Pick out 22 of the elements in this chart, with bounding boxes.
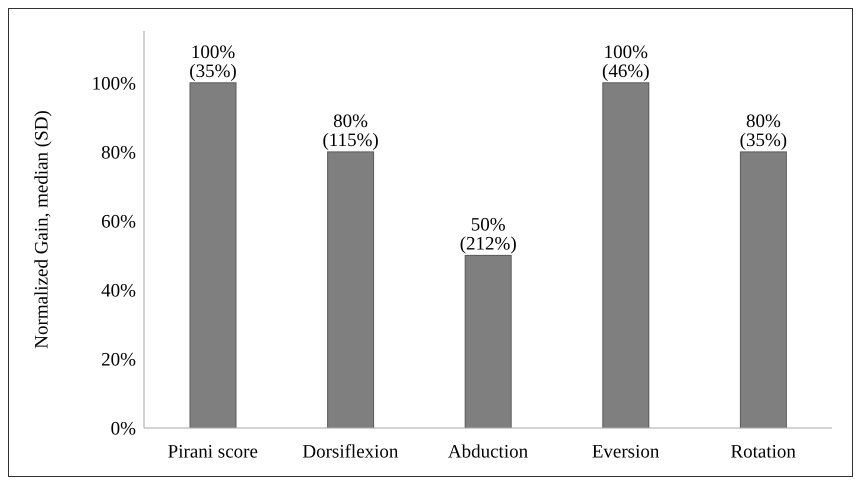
bar [464,254,512,428]
bar [602,82,650,428]
data-label: 50% (212%) [460,214,517,254]
x-tick-label: Abduction [448,441,529,462]
bar [190,82,236,428]
bar [327,151,374,428]
x-tick-label: Pirani score [168,441,258,462]
x-tick-label: Eversion [592,441,660,462]
y-tick-label: 80% [101,142,136,164]
y-tick-label: 0% [110,418,136,440]
y-tick-label: 40% [101,280,136,302]
data-label: 100% (46%) [602,42,650,82]
x-tick-label: Rotation [730,441,796,462]
y-axis-title: Normalized Gain, median (SD) [32,110,53,349]
y-tick-label: 100% [92,74,136,95]
data-label: 80% (35%) [740,110,788,151]
x-tick-label: Dorsiflexion [302,441,399,462]
y-tick-label: 60% [101,212,136,233]
bar [740,151,787,428]
data-label: 100% (35%) [189,42,237,82]
y-tick-label: 20% [101,350,136,371]
data-label: 80% (115%) [322,110,379,151]
